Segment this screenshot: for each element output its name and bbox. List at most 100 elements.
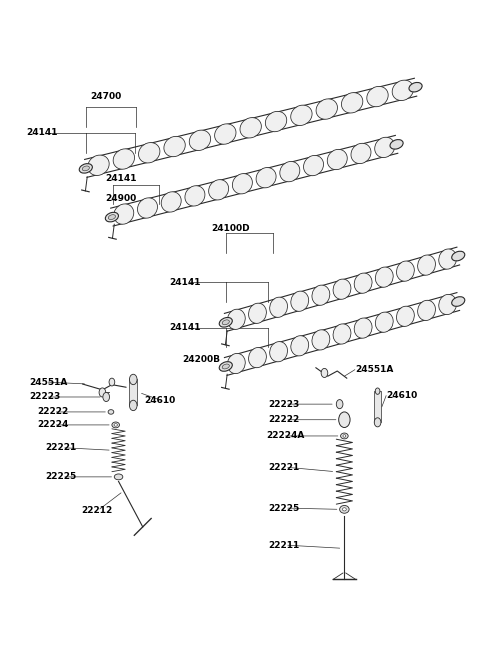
- Ellipse shape: [114, 204, 134, 224]
- Ellipse shape: [232, 174, 252, 194]
- Text: 24141: 24141: [169, 278, 200, 286]
- Ellipse shape: [112, 422, 120, 428]
- Ellipse shape: [105, 212, 119, 222]
- Ellipse shape: [270, 297, 288, 318]
- Ellipse shape: [270, 342, 288, 362]
- Ellipse shape: [219, 318, 232, 327]
- Ellipse shape: [108, 215, 116, 219]
- Ellipse shape: [392, 80, 414, 100]
- Circle shape: [336, 400, 343, 409]
- Ellipse shape: [185, 186, 205, 206]
- Text: 22223: 22223: [29, 392, 60, 402]
- Circle shape: [321, 368, 328, 377]
- Ellipse shape: [137, 198, 157, 218]
- Ellipse shape: [219, 362, 232, 371]
- Ellipse shape: [354, 318, 372, 338]
- Ellipse shape: [291, 291, 309, 311]
- Ellipse shape: [240, 118, 262, 138]
- Ellipse shape: [340, 506, 349, 514]
- Ellipse shape: [375, 138, 395, 158]
- Ellipse shape: [396, 306, 414, 326]
- Ellipse shape: [342, 508, 346, 511]
- Ellipse shape: [291, 336, 309, 356]
- Ellipse shape: [303, 155, 324, 176]
- Bar: [374, 391, 381, 422]
- Ellipse shape: [222, 320, 229, 325]
- Ellipse shape: [114, 424, 117, 426]
- Ellipse shape: [256, 168, 276, 188]
- Ellipse shape: [79, 164, 92, 173]
- Text: 22224A: 22224A: [266, 432, 304, 440]
- Text: 22225: 22225: [46, 472, 77, 481]
- Text: 22223: 22223: [268, 400, 300, 409]
- Ellipse shape: [333, 324, 351, 344]
- Ellipse shape: [228, 354, 245, 373]
- Ellipse shape: [327, 149, 347, 170]
- Ellipse shape: [114, 474, 123, 480]
- Ellipse shape: [343, 435, 346, 438]
- Text: 22222: 22222: [268, 415, 300, 424]
- Bar: [130, 379, 137, 405]
- Circle shape: [109, 378, 115, 386]
- Ellipse shape: [396, 261, 414, 281]
- Ellipse shape: [390, 140, 403, 149]
- Circle shape: [99, 388, 106, 397]
- Ellipse shape: [249, 348, 266, 367]
- Ellipse shape: [341, 92, 363, 113]
- Ellipse shape: [418, 255, 435, 275]
- Ellipse shape: [351, 143, 371, 164]
- Text: 22221: 22221: [46, 443, 77, 452]
- Text: 24900: 24900: [105, 195, 136, 204]
- Ellipse shape: [280, 162, 300, 182]
- Circle shape: [375, 388, 380, 394]
- Text: 24551A: 24551A: [355, 365, 393, 374]
- Ellipse shape: [265, 111, 287, 132]
- Text: 22222: 22222: [37, 407, 68, 417]
- Ellipse shape: [209, 179, 228, 200]
- Ellipse shape: [312, 285, 330, 305]
- Ellipse shape: [375, 267, 393, 288]
- Text: 22212: 22212: [81, 506, 112, 515]
- Circle shape: [103, 392, 109, 402]
- Ellipse shape: [164, 136, 185, 157]
- Ellipse shape: [375, 312, 393, 332]
- Ellipse shape: [291, 105, 312, 126]
- Circle shape: [339, 412, 350, 428]
- Circle shape: [130, 374, 137, 384]
- Ellipse shape: [222, 364, 229, 369]
- Ellipse shape: [439, 249, 456, 269]
- Text: 22225: 22225: [268, 504, 300, 513]
- Ellipse shape: [228, 309, 245, 329]
- Ellipse shape: [312, 330, 330, 350]
- Ellipse shape: [409, 83, 422, 92]
- Ellipse shape: [341, 433, 348, 439]
- Ellipse shape: [88, 155, 109, 176]
- Text: 24100D: 24100D: [212, 224, 250, 233]
- Text: 24141: 24141: [26, 128, 58, 137]
- Text: 22211: 22211: [268, 540, 300, 550]
- Ellipse shape: [367, 86, 388, 107]
- Ellipse shape: [189, 130, 211, 151]
- Circle shape: [130, 400, 137, 411]
- Ellipse shape: [249, 303, 266, 324]
- Ellipse shape: [418, 300, 435, 320]
- Ellipse shape: [82, 166, 89, 171]
- Ellipse shape: [354, 273, 372, 293]
- Text: 22221: 22221: [268, 462, 300, 472]
- Text: 24141: 24141: [105, 174, 136, 183]
- Text: 24610: 24610: [386, 391, 418, 400]
- Ellipse shape: [439, 294, 456, 314]
- Ellipse shape: [215, 124, 236, 144]
- Ellipse shape: [452, 252, 465, 261]
- Text: 24700: 24700: [91, 92, 122, 102]
- Text: 24610: 24610: [144, 396, 175, 405]
- Ellipse shape: [161, 192, 181, 212]
- Text: 24141: 24141: [169, 323, 200, 332]
- Circle shape: [374, 418, 381, 427]
- Text: 22224: 22224: [37, 421, 68, 430]
- Ellipse shape: [139, 143, 160, 163]
- Ellipse shape: [333, 279, 351, 299]
- Ellipse shape: [452, 297, 465, 307]
- Ellipse shape: [108, 409, 114, 414]
- Text: 24551A: 24551A: [29, 377, 67, 386]
